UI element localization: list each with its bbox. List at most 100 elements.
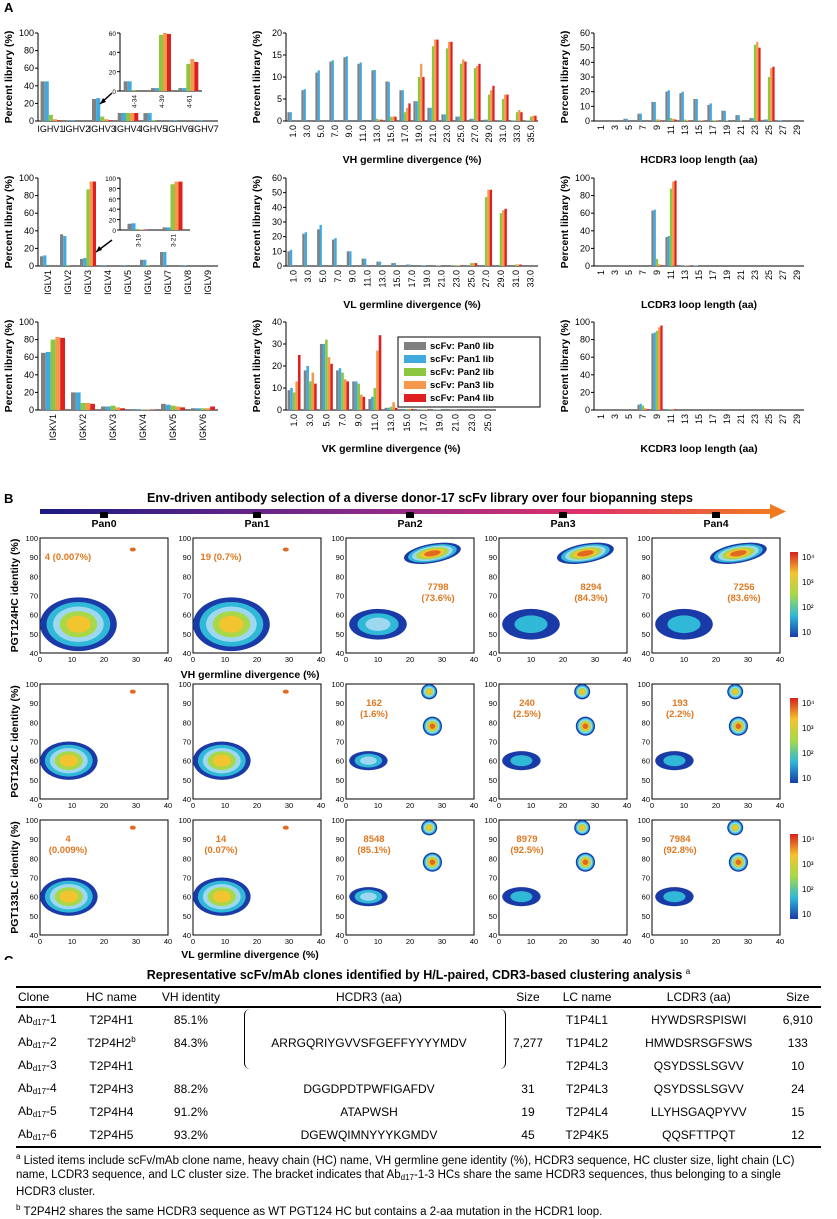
bar [472, 263, 474, 266]
bar [406, 409, 409, 410]
y-tick-label: 60 [580, 208, 590, 218]
y-tick-label: 10 [272, 246, 282, 256]
cluster-count: 7256 [733, 582, 754, 593]
y-tick-label: 70 [336, 592, 344, 601]
bar [500, 213, 502, 266]
x-tick-label: 0 [38, 937, 42, 946]
y-tick-label: 80 [30, 572, 38, 581]
x-tick-label: 13.0 [372, 125, 382, 143]
bar [115, 407, 120, 410]
x-tick-label: IGKV2 [78, 414, 88, 441]
bar [55, 337, 60, 410]
x-tick-label: 7 [638, 125, 648, 130]
x-tick-label: 30 [132, 937, 140, 946]
y-tick-label: 80 [489, 572, 497, 581]
bar [159, 35, 163, 91]
contour-level [510, 755, 532, 766]
colorbar [790, 834, 798, 919]
y-tick-label: 40 [183, 795, 191, 804]
bar [626, 119, 628, 121]
y-tick-label: 70 [489, 738, 497, 747]
x-tick-label: 4-34 [132, 95, 139, 108]
table-cell: 91.2% [149, 1100, 234, 1123]
table-cell: T1P4L2 [551, 1031, 623, 1054]
y-tick-label: 90 [336, 553, 344, 562]
y-tick-label: 40 [109, 50, 117, 57]
bar [674, 181, 676, 266]
y-tick-label: 90 [30, 699, 38, 708]
table-cell [233, 1007, 505, 1031]
cluster-count: 4 (0.007%) [45, 552, 91, 563]
x-tick-label: 21 [736, 125, 746, 135]
x-tick-label: 9 [652, 270, 662, 275]
y-tick-label: 70 [183, 738, 191, 747]
y-tick-label: 40 [642, 931, 650, 940]
x-tick-label: 20 [100, 655, 108, 664]
x-tick-label: 17 [708, 270, 718, 280]
bar [483, 120, 485, 121]
bar [679, 265, 681, 266]
y-tick-label: 80 [183, 572, 191, 581]
bar [658, 264, 660, 266]
bar [60, 234, 63, 266]
bar [670, 118, 672, 121]
table-cell: T2P4H4 [74, 1100, 149, 1123]
bar [696, 99, 698, 121]
bar [290, 388, 293, 410]
y-tick-label: 50 [642, 912, 650, 921]
row-y-axis-title: PGT124HC identity (%) [9, 539, 21, 653]
bar [506, 95, 508, 121]
x-tick-label: 3.0 [303, 270, 313, 283]
x-tick-label: 1 [596, 270, 606, 275]
colorbar-label: 10² [802, 749, 814, 758]
panel-b-title: Env-driven antibody selection of a diver… [147, 491, 693, 505]
x-tick-label: 25.0 [483, 414, 493, 432]
y-tick-label: 0 [585, 261, 590, 271]
y-tick-label: 60 [580, 352, 590, 362]
y-tick-label: 90 [30, 835, 38, 844]
y-tick-label: 80 [183, 718, 191, 727]
table-cell [505, 1007, 551, 1031]
bar [380, 120, 382, 121]
x-tick-label: 30 [591, 655, 599, 664]
bar [460, 265, 462, 266]
bar [199, 120, 203, 121]
y-tick-label: 90 [183, 553, 191, 562]
table-cell: 6,910 [775, 1007, 821, 1031]
x-tick-label: 19 [722, 125, 732, 135]
bar [43, 255, 46, 266]
footnote-b: b T2P4H2 shares the same HCDR3 sequence … [16, 1201, 821, 1219]
y-tick-label: 100 [19, 317, 34, 327]
cluster-count: 4 [65, 834, 71, 845]
y-tick-label: 100 [331, 680, 344, 689]
bar [167, 227, 171, 230]
y-tick-label: 60 [489, 611, 497, 620]
x-tick-label: 0 [344, 937, 348, 946]
bar [186, 64, 190, 91]
bar [70, 120, 74, 121]
bar [132, 223, 136, 230]
bar [320, 225, 322, 266]
y-tick-label: 80 [489, 854, 497, 863]
x-tick-label: 20 [712, 655, 720, 664]
x-tick-label: 40 [470, 937, 478, 946]
y-tick-label: 50 [183, 630, 191, 639]
bar [66, 265, 69, 266]
bar [710, 103, 712, 121]
contour-level [130, 826, 136, 830]
bar [161, 404, 166, 410]
cluster-count: 14 [216, 834, 227, 845]
y-axis-title: Percent library (%) [559, 176, 571, 269]
y-tick-label: 70 [183, 592, 191, 601]
y-tick-label: 100 [637, 534, 650, 543]
bar [360, 62, 362, 121]
y-tick-label: 60 [336, 893, 344, 902]
table-cell: T2P4L4 [551, 1100, 623, 1123]
x-tick-label: 30 [744, 801, 752, 810]
x-tick-label: 7.0 [330, 125, 340, 138]
bar [670, 409, 672, 410]
y-tick-label: 50 [183, 776, 191, 785]
